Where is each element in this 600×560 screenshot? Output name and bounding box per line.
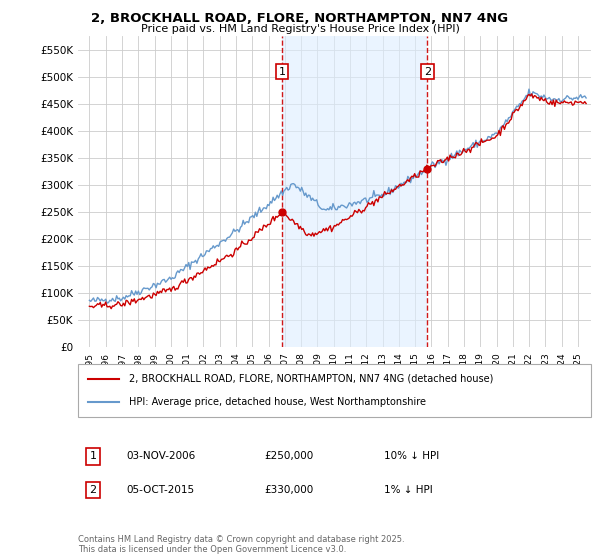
Text: 1% ↓ HPI: 1% ↓ HPI (384, 485, 433, 495)
Text: 1: 1 (278, 67, 286, 77)
Text: 2: 2 (424, 67, 431, 77)
Text: Price paid vs. HM Land Registry's House Price Index (HPI): Price paid vs. HM Land Registry's House … (140, 24, 460, 34)
Text: 2, BROCKHALL ROAD, FLORE, NORTHAMPTON, NN7 4NG (detached house): 2, BROCKHALL ROAD, FLORE, NORTHAMPTON, N… (130, 374, 494, 384)
Text: £250,000: £250,000 (264, 451, 313, 461)
Text: Contains HM Land Registry data © Crown copyright and database right 2025.
This d: Contains HM Land Registry data © Crown c… (78, 535, 404, 554)
Text: 2, BROCKHALL ROAD, FLORE, NORTHAMPTON, NN7 4NG: 2, BROCKHALL ROAD, FLORE, NORTHAMPTON, N… (91, 12, 509, 25)
Text: 1: 1 (89, 451, 97, 461)
Text: 10% ↓ HPI: 10% ↓ HPI (384, 451, 439, 461)
Text: 2: 2 (89, 485, 97, 495)
Text: 03-NOV-2006: 03-NOV-2006 (126, 451, 195, 461)
Text: 05-OCT-2015: 05-OCT-2015 (126, 485, 194, 495)
Text: £330,000: £330,000 (264, 485, 313, 495)
Bar (282, 36, 427, 347)
FancyBboxPatch shape (78, 364, 591, 417)
Text: HPI: Average price, detached house, West Northamptonshire: HPI: Average price, detached house, West… (130, 397, 426, 407)
